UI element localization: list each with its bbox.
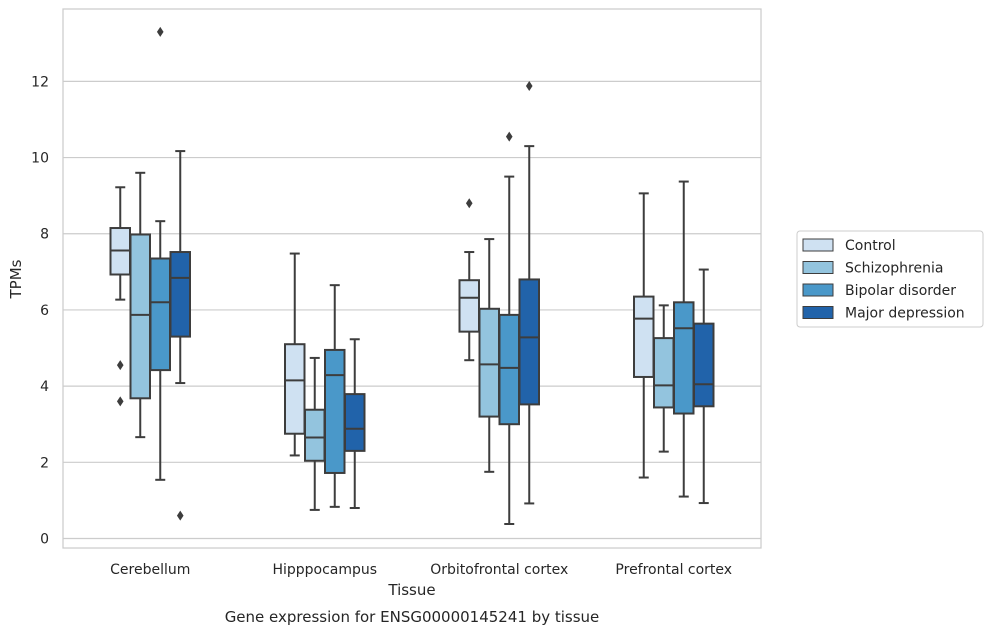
box-0-1 [284,252,306,457]
iqr-box [149,257,171,372]
iqr-box [169,251,191,338]
iqr-box [478,307,500,418]
box-1-3 [653,304,675,453]
box-3-2 [518,80,540,505]
box-1-1 [304,356,326,511]
legend: Control Schizophrenia Bipolar disorder Majo… [796,230,984,328]
iqr-box [344,393,366,452]
iqr-box [498,313,520,426]
y-tick-label-12: 12 [31,74,49,90]
iqr-box [284,343,306,435]
legend-swatch-major-depression [802,306,834,319]
x-tick-label-orbitofrontal-cortex: Orbitofrontal cortex [430,562,568,578]
x-tick-label-hipppocampus: Hipppocampus [272,562,377,578]
series-schizophrenia [129,171,675,511]
y-axis-ticks: 0 2 4 6 8 10 12 [31,74,49,547]
series-control [109,186,655,479]
legend-label-schizophrenia: Schizophrenia [845,261,943,277]
iqr-box [304,408,326,462]
legend-frame [796,230,984,328]
box-2-3 [673,180,695,498]
iqr-box [633,295,655,378]
box-3-0 [169,150,191,521]
box-1-2 [478,238,500,473]
x-tick-label-cerebellum: Cerebellum [110,562,190,578]
plot-area-frame [62,8,762,549]
y-tick-label-8: 8 [40,227,49,243]
y-tick-label-0: 0 [40,531,49,547]
box-1-0 [129,171,151,439]
outlier-point [156,26,164,37]
iqr-box [458,279,480,333]
series-major-depression [169,80,715,521]
iqr-box [129,233,151,400]
box-0-0 [109,186,131,407]
outlier-point [176,510,184,521]
legend-swatch-bipolar-disorder [802,283,834,297]
legend-swatch-control [802,238,834,252]
x-axis-label: Tissue [387,581,435,599]
y-tick-label-4: 4 [40,379,49,395]
box-2-2 [498,131,520,526]
box-0-2 [458,198,480,362]
series-bipolar-disorder [149,26,695,526]
chart-caption: Gene expression for ENSG00000145241 by t… [225,608,600,626]
iqr-box [324,348,346,474]
x-tick-label-prefrontal-cortex: Prefrontal cortex [615,562,732,578]
legend-label-control: Control [845,238,896,254]
y-axis-label: TPMs [7,259,25,299]
box-2-1 [324,284,346,508]
iqr-box [673,301,695,415]
x-axis-ticks: Cerebellum Hipppocampus Orbitofrontal cort… [110,562,732,578]
y-tick-label-10: 10 [31,151,49,167]
box-0-3 [633,192,655,479]
box-3-3 [693,268,715,505]
outlier-point [116,360,124,371]
iqr-box [653,337,675,409]
box-2-0 [149,26,171,481]
outlier-point [116,396,124,407]
y-tick-label-2: 2 [40,455,49,471]
legend-label-major-depression: Major depression [845,306,965,322]
legend-label-bipolar-disorder: Bipolar disorder [845,283,956,299]
outlier-point [465,198,473,209]
box-3-1 [344,338,366,510]
legend-swatch-schizophrenia [802,261,834,274]
iqr-box [518,278,540,406]
outlier-point [505,131,513,142]
box-series [109,26,715,526]
iqr-box [693,322,715,408]
y-tick-label-6: 6 [40,303,49,319]
outlier-point [525,80,533,91]
